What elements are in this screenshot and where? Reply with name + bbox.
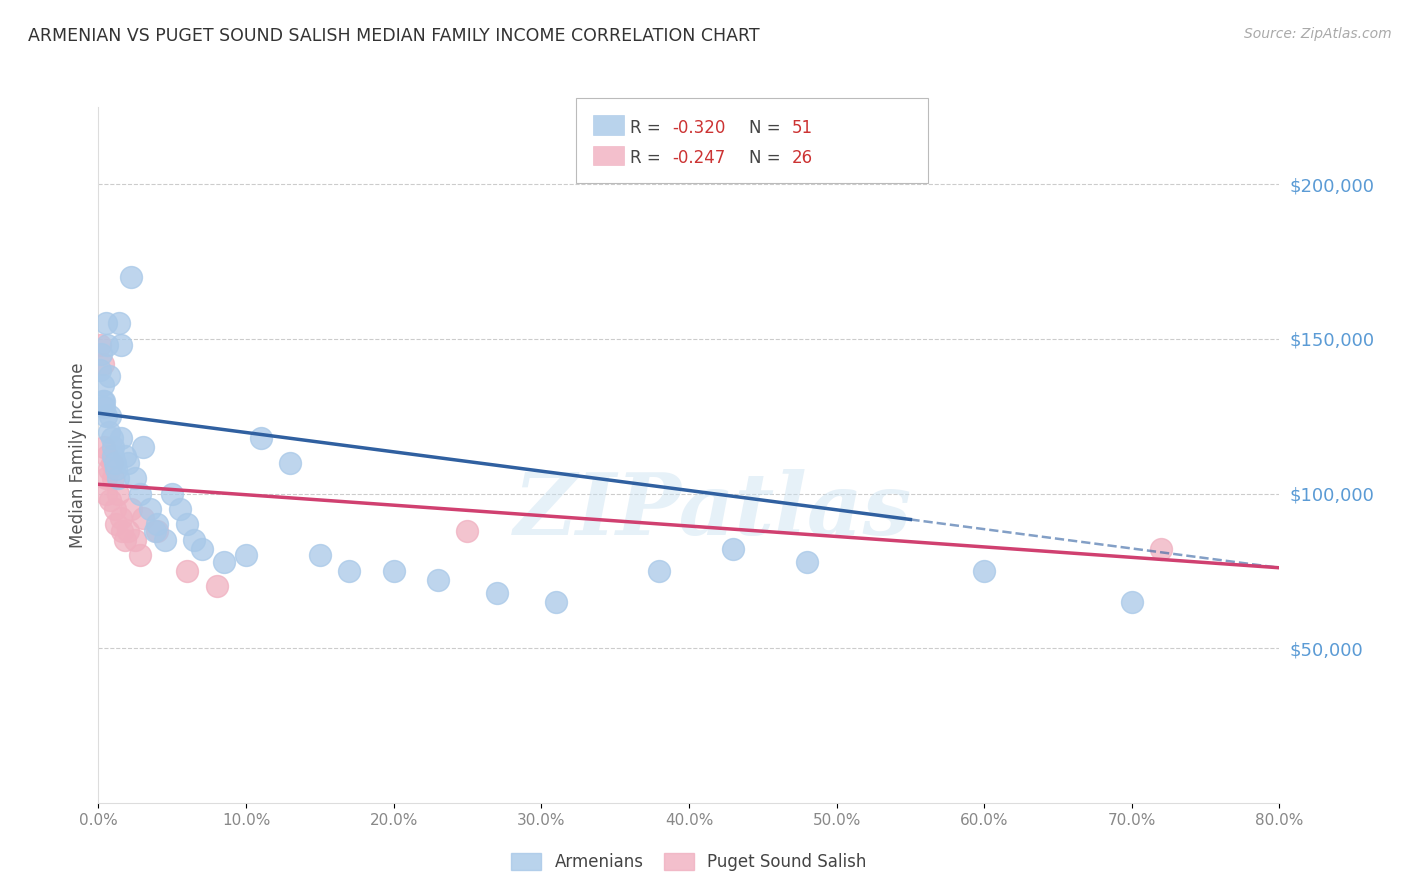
Point [162, 486, 183, 500]
Text: R =: R = [630, 149, 666, 167]
Point [973, 564, 995, 578]
Point [486, 585, 509, 599]
Text: -0.247: -0.247 [672, 149, 725, 167]
Point [100, 456, 122, 470]
Point [103, 440, 125, 454]
Point [120, 270, 142, 285]
Point [89, 338, 111, 352]
Point [128, 486, 150, 500]
Point [648, 564, 671, 578]
Point [105, 462, 128, 476]
Point [427, 573, 450, 587]
Point [796, 555, 818, 569]
Y-axis label: Median Family Income: Median Family Income [69, 362, 87, 548]
Point [191, 542, 214, 557]
Point [96, 450, 118, 464]
Point [176, 564, 198, 578]
Text: 26: 26 [792, 149, 813, 167]
Text: R =: R = [630, 119, 666, 136]
Point [90, 347, 112, 361]
Point [103, 450, 125, 464]
Point [120, 502, 142, 516]
Point [104, 502, 127, 516]
Point [104, 456, 127, 470]
Text: -0.320: -0.320 [672, 119, 725, 136]
Point [212, 555, 235, 569]
Point [235, 549, 257, 563]
Point [108, 317, 131, 331]
Point [153, 533, 176, 547]
Point [250, 431, 273, 445]
Point [183, 533, 205, 547]
Point [111, 524, 134, 538]
Point [96, 338, 118, 352]
Point [117, 524, 139, 538]
Point [278, 456, 302, 470]
Point [1121, 595, 1143, 609]
Point [132, 440, 155, 454]
Point [110, 511, 132, 525]
Point [97, 462, 120, 476]
Point [91, 393, 114, 408]
Point [94, 409, 117, 424]
Point [107, 486, 129, 500]
Point [94, 317, 117, 331]
Point [93, 393, 115, 408]
Legend: Armenians, Puget Sound Salish: Armenians, Puget Sound Salish [505, 847, 873, 878]
Point [110, 431, 132, 445]
Text: ZIPatlas: ZIPatlas [513, 469, 911, 552]
Point [143, 524, 166, 538]
Point [723, 542, 745, 557]
Point [382, 564, 405, 578]
Point [98, 409, 121, 424]
Point [114, 533, 136, 547]
Text: 51: 51 [792, 119, 813, 136]
Point [205, 579, 228, 593]
Point [91, 378, 114, 392]
Point [146, 517, 169, 532]
Point [94, 471, 117, 485]
Point [132, 511, 155, 525]
Point [91, 357, 114, 371]
Point [339, 564, 360, 578]
Point [97, 425, 120, 439]
Point [93, 440, 115, 454]
Point [114, 450, 136, 464]
Point [456, 524, 478, 538]
Point [128, 549, 150, 563]
Point [94, 486, 117, 500]
Point [89, 363, 111, 377]
Text: ARMENIAN VS PUGET SOUND SALISH MEDIAN FAMILY INCOME CORRELATION CHART: ARMENIAN VS PUGET SOUND SALISH MEDIAN FA… [28, 27, 759, 45]
Point [546, 595, 568, 609]
Point [124, 471, 146, 485]
Point [176, 517, 198, 532]
Point [117, 456, 139, 470]
Text: N =: N = [749, 119, 786, 136]
Point [124, 533, 146, 547]
Point [103, 471, 125, 485]
Point [98, 492, 121, 507]
Point [93, 400, 115, 414]
Point [146, 524, 169, 538]
Point [309, 549, 332, 563]
Text: Source: ZipAtlas.com: Source: ZipAtlas.com [1244, 27, 1392, 41]
Point [107, 471, 129, 485]
Point [97, 369, 120, 384]
Point [169, 502, 191, 516]
Point [1150, 542, 1173, 557]
Point [139, 502, 162, 516]
Point [100, 431, 122, 445]
Point [110, 338, 132, 352]
Text: N =: N = [749, 149, 786, 167]
Point [105, 517, 128, 532]
